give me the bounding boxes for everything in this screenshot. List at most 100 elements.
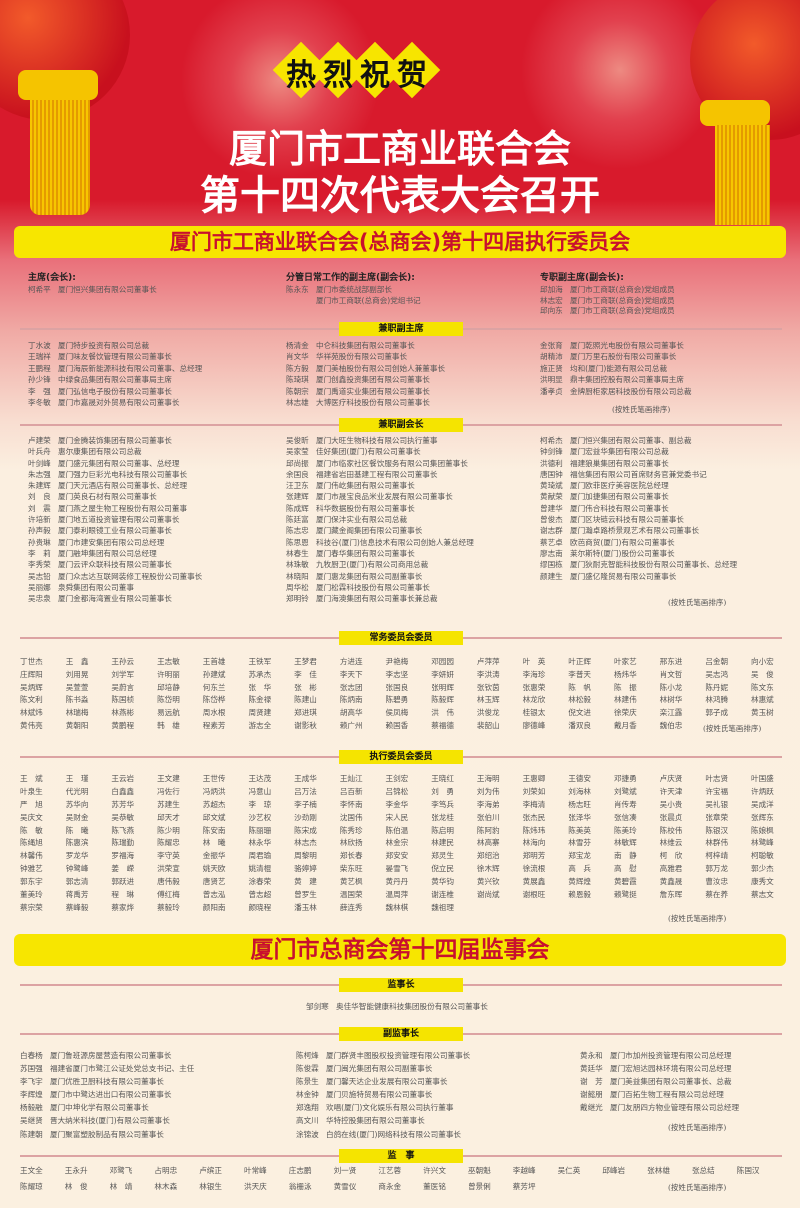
member-name: 柴东旺 (339, 864, 363, 874)
sort-order-note: (按姓氏笔画排序) (668, 1183, 727, 1192)
member-name: 邓鹭飞 (109, 1166, 133, 1175)
member-name: 金振华 (202, 851, 226, 861)
member-name: 陈阿豹 (476, 825, 500, 835)
member-name: 张晨贞 (659, 812, 683, 822)
person-name: 邱加海 (540, 285, 563, 294)
member-name: 苏超杰 (202, 799, 226, 809)
member-name: 陈银汉 (705, 825, 729, 835)
member-name: 林海向 (522, 838, 546, 848)
person-name: 吴志铅 (28, 571, 51, 581)
member-name: 李笃兵 (431, 799, 454, 809)
member-name: 陈娘枫 (751, 825, 774, 835)
member-name: 刘用晃 (65, 669, 89, 679)
person-row: 李秀荣 厦门云评众联科技有限公司董事长 (28, 559, 202, 570)
person-name: 吴忠泉 (28, 594, 51, 604)
person-title: 厦门优胜卫厨科技有限公司董事长 (50, 1077, 164, 1087)
person-name: 廖志南 (540, 548, 563, 558)
member-name: 黄碧霞 (613, 877, 637, 887)
person-title: 厦门鲁班源房屋营造有限公司董事长 (50, 1051, 172, 1060)
member-name: 高 慰 (613, 864, 637, 874)
member-name: 王达茂 (248, 774, 272, 783)
member-name: 王世传 (202, 774, 226, 783)
member-name: 郑安安 (385, 851, 409, 861)
member-name: 郑明芳 (522, 851, 546, 861)
member-name: 张钦茵 (476, 682, 500, 692)
person-row: 丁水波 厦门特步投资有限公司总裁 (28, 340, 202, 351)
member-name: 高雅君 (659, 864, 683, 874)
person-name: 王瑞祥 (28, 352, 51, 362)
member-name: 王成华 (294, 774, 317, 783)
member-name: 沙劲刚 (294, 812, 317, 822)
person-title: 厦门伟合科技有限公司董事长 (570, 503, 669, 513)
person-name: 谢 芳 (580, 1077, 603, 1087)
sort-order-note: (按姓氏笔画排序) (612, 405, 671, 414)
member-name: 蔡福德 (431, 720, 454, 730)
person-row: 王鹏程 厦门海辰新能源科技有限公司董事、总经理 (28, 363, 202, 374)
person-title: 厦门欧菲医疗美容医院总经理 (570, 481, 669, 491)
supervisory-banner: 厦门市总商会第十四届监事会 (14, 934, 786, 966)
member-name: 邱文斌 (202, 812, 226, 822)
member-name: 陈飞燕 (111, 825, 135, 835)
member-name: 林瑞梅 (65, 708, 89, 718)
person-name: 吴丽娜 (28, 582, 51, 592)
person-name: 黄永和 (580, 1051, 603, 1060)
section-label: 副监事长 (339, 1027, 463, 1041)
person-title: 厦门贝施特贸易有限公司董事长 (326, 1090, 433, 1100)
member-name: 张章荣 (705, 812, 729, 822)
person-row: 陈成辉 科华数据股份有限公司董事长 (286, 503, 474, 514)
member-name: 陈少明 (157, 825, 180, 835)
person-name: 孙少锋 (28, 375, 51, 385)
member-name: 黄鑫晟 (659, 877, 683, 887)
section-label: 执行委员会委员 (339, 750, 463, 764)
member-name: 钟鹭峰 (65, 864, 89, 874)
person-name: 朱志强 (28, 469, 51, 479)
person-name: 陈成辉 (286, 503, 309, 513)
person-title: 莱尔斯特(厦门)股份公司董事长 (570, 548, 675, 558)
person-row: 余国良 福建省岩田基建工程有限公司董事长 (286, 469, 474, 480)
member-name: 徐荣庆 (613, 708, 637, 718)
person-title: 厦门市工商联(总商会)党组成员 (570, 295, 675, 305)
member-name: 谢影秋 (294, 720, 317, 730)
person-row: 许培新 厦门地五道投资管理有限公司董事长 (28, 514, 202, 525)
sort-order-note: (按姓氏笔画排序) (668, 598, 727, 607)
member-name: 裴韶山 (476, 720, 500, 730)
member-name: 詹东晖 (659, 890, 683, 900)
member-name: 许天津 (659, 786, 683, 796)
person-name: 陈琦琪 (286, 375, 309, 385)
member-name: 康秀文 (751, 877, 774, 887)
person-row: 陈俊霖 厦门闽光集团有限公司副董事长 (296, 1062, 470, 1075)
person-row: 李冬敏 厦门市嘉晟对外贸易有限公司董事长 (28, 397, 202, 408)
person-list: 陈柯烽 厦门群贤丰图股权投资管理有限公司董事长 陈俊霖 厦门闽光集团有限公司副董事长陈… (296, 1049, 470, 1141)
member-name: 肖文哲 (659, 669, 683, 679)
member-name: 卢缤正 (199, 1166, 222, 1175)
member-name: 沙艺权 (248, 812, 272, 822)
member-name: 程 琳 (111, 890, 135, 900)
person-title: 福信集团有限公司首席财务官兼党委书记 (570, 469, 707, 479)
member-name: 陈文东 (751, 682, 774, 692)
member-name: 周贤建 (248, 708, 272, 718)
person-title: 厦门宏益华集团有限公司总裁 (570, 447, 669, 457)
member-name: 林斌炜 (20, 708, 43, 718)
person-title: 厦门友朋四方物业管理有限公司总经理 (610, 1103, 740, 1113)
person-row: 林春生 厦门春华集团有限公司董事长 (286, 548, 474, 559)
member-name: 邢东进 (659, 657, 683, 666)
person-title: 晋大纳米科技(厦门)有限公司董事长 (50, 1116, 170, 1126)
member-name: 谢根旺 (522, 890, 546, 900)
member-name: 张明辉 (431, 682, 454, 692)
person-row: 洪明显 鼎丰集团控股有限公司董事局主席 (540, 374, 692, 385)
person-title: 厦门融坤集团有限公司总经理 (58, 548, 157, 558)
section-header-vice-presidents: 兼职副会长 (20, 418, 782, 432)
person-name: 高文川 (296, 1116, 319, 1126)
person-row: 吴忠泉 厦门金都海湾置业有限公司董事长 (28, 593, 202, 604)
name-grid: 丁世杰 王 鑫 王孙云 王志敏 王首雄 王铁军 王梦君 方进连 尹艳梅 邓园园 卢萍萍 叶 英 叶正辉 叶… (20, 656, 797, 733)
person-row: 白春杨 厦门鲁班源房屋营造有限公司董事长 (20, 1049, 194, 1062)
person-name: 陈廷富 (286, 515, 309, 525)
person-row: 胡精沛 厦门万里石股份有限公司董事长 (540, 351, 692, 362)
member-name: 邱天才 (157, 812, 180, 822)
person-row: 金张育 厦门乾照光电股份有限公司董事长 (540, 340, 692, 351)
member-name: 王永升 (64, 1166, 88, 1175)
person-row: 孙声毅 厦门泰利眼镜工业有限公司董事长 (28, 525, 202, 536)
member-name: 赖恩毅 (568, 890, 592, 900)
member-name: 姚天欧 (202, 864, 226, 874)
person-name: 李秀荣 (28, 560, 51, 570)
